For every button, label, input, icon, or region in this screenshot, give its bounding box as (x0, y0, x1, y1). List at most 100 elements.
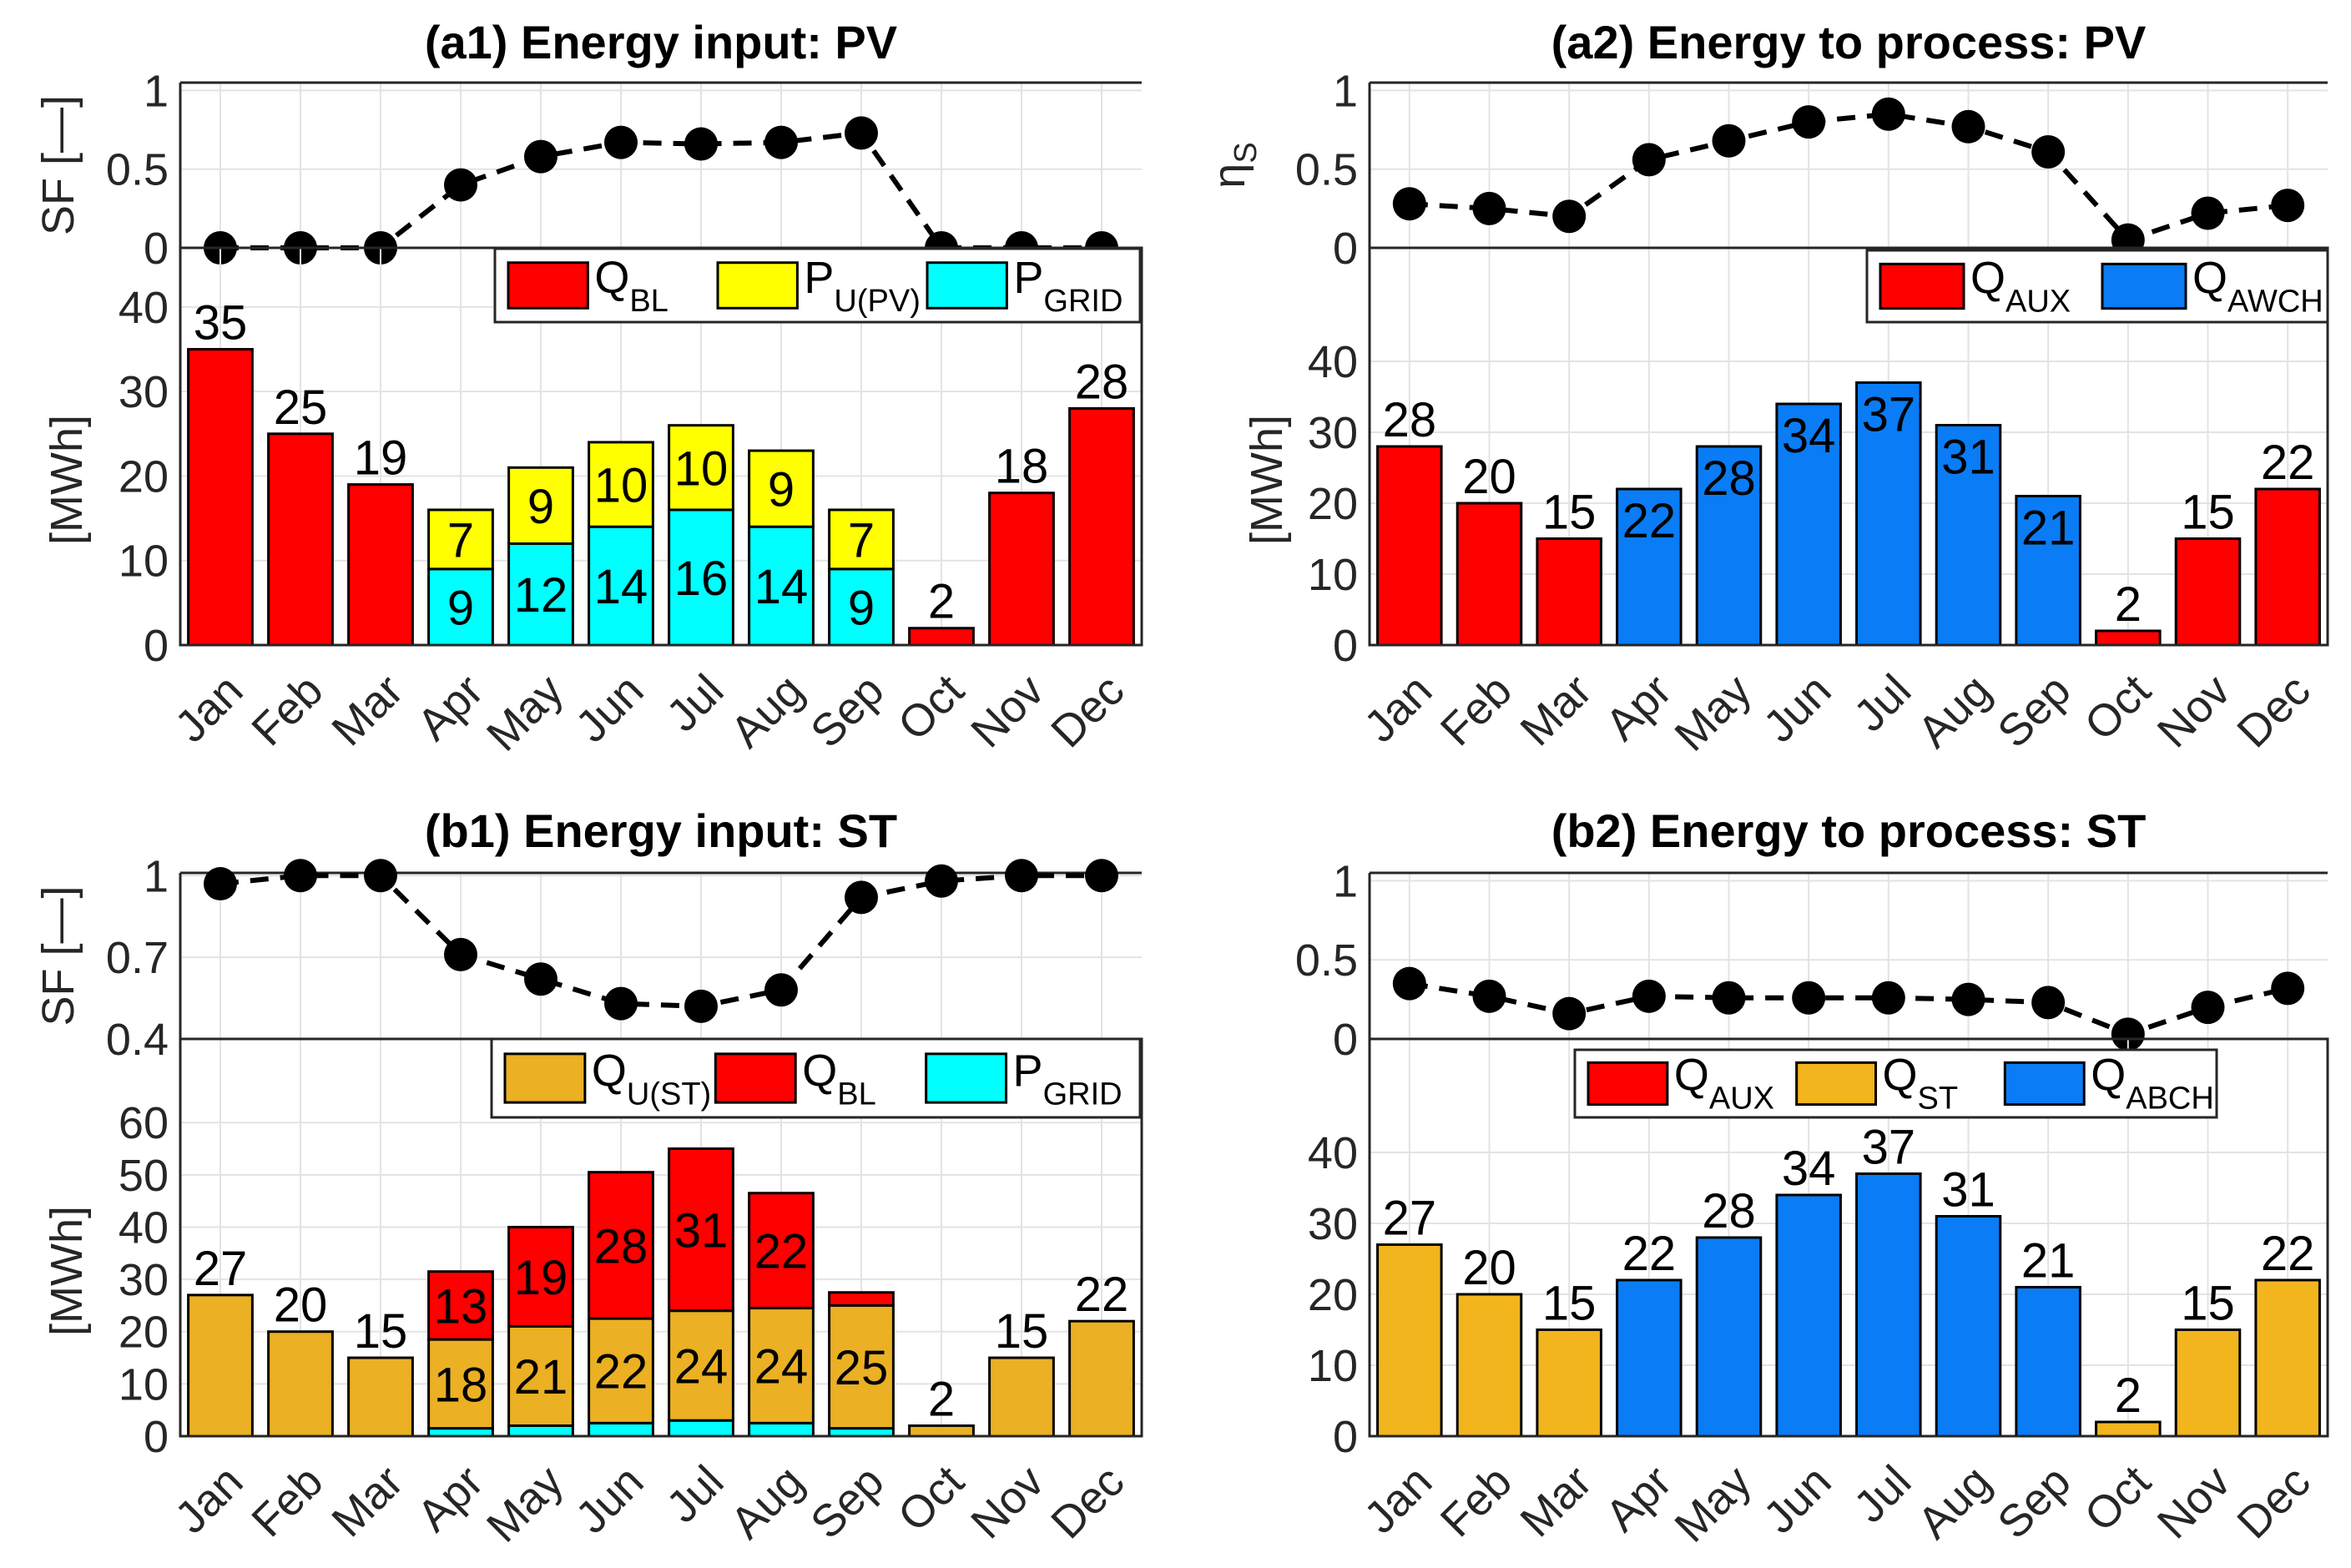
bar-segment (988, 492, 1055, 647)
xtick-label: Jun (1754, 665, 1841, 752)
line-marker (2031, 134, 2066, 169)
bottom-ytick-label: 0 (1333, 1412, 1358, 1462)
line-marker (604, 125, 638, 159)
bar-segment (507, 466, 574, 545)
xtick-label: Jan (165, 1456, 252, 1543)
data-label: 28 (1383, 393, 1437, 447)
legend-swatch (1587, 1061, 1669, 1107)
line-series (1409, 111, 2288, 244)
line-marker (845, 880, 878, 915)
legend-box (1573, 1048, 2218, 1119)
legend-box (1865, 249, 2329, 324)
data-label: 31 (1941, 431, 1995, 485)
xtick-label: Mar (322, 665, 412, 755)
bar-segment (1775, 1193, 1842, 1438)
xtick-label: Mar (1511, 1456, 1601, 1546)
bar-segment (668, 1419, 734, 1438)
bar-segment (1456, 1293, 1523, 1438)
bar-segment (668, 424, 734, 512)
bottom-ytick-label: 0 (1333, 621, 1358, 671)
data-label: 28 (594, 1219, 648, 1273)
bar-segment (427, 567, 494, 647)
bottom-axes-border (1368, 1037, 2329, 1438)
bar-segment (2015, 495, 2081, 647)
bar-segment (1935, 424, 2002, 647)
bar-segment (267, 432, 334, 647)
data-label: 9 (447, 581, 474, 635)
bar-segment (1855, 381, 1922, 647)
bottom-ytick-label: 10 (119, 1359, 169, 1409)
bar-segment (828, 1303, 895, 1430)
data-label: 20 (1462, 1241, 1516, 1295)
bottom-ytick-label: 40 (1308, 1128, 1358, 1178)
bar-segment (1616, 487, 1683, 647)
xtick-label: Sep (1988, 1456, 2080, 1548)
bottom-ytick-label: 10 (119, 537, 169, 587)
data-label: 7 (848, 513, 875, 567)
xtick-label: Jan (1355, 665, 1441, 752)
legend-box (493, 247, 1142, 324)
line-marker (2271, 189, 2305, 223)
top-ytick-label: 0.4 (106, 1015, 169, 1065)
bar-segment (427, 1270, 494, 1341)
xtick-label: Jun (1754, 1456, 1841, 1543)
legend-swatch (2101, 262, 2187, 310)
top-ytick-label: 0 (1333, 224, 1358, 274)
bar-segment (588, 441, 654, 528)
bottom-ylabel: [MWh] (42, 1206, 92, 1336)
data-label: 35 (194, 296, 248, 350)
line-marker (2271, 971, 2305, 1006)
bar-segment (1775, 402, 1842, 647)
legend-label-sub: U(PV) (834, 284, 920, 319)
legend-swatch (2003, 1061, 2086, 1107)
data-label: 15 (2181, 1277, 2235, 1331)
xtick-label: Aug (1909, 1456, 2000, 1548)
line-marker (1472, 979, 1506, 1013)
xtick-label: Sep (801, 665, 893, 757)
data-label: 22 (1622, 494, 1677, 548)
bar-segment (1616, 1278, 1683, 1438)
bar-segment (1695, 1236, 1763, 1438)
bar-segment (588, 525, 654, 647)
xtick-label: Oct (2075, 665, 2160, 750)
data-label: 14 (754, 560, 809, 614)
legend: QU(ST) QBL PGRID (490, 1037, 1142, 1119)
data-label: 27 (194, 1242, 248, 1296)
legend-swatch (507, 261, 589, 310)
xtick-label: Dec (2227, 665, 2319, 757)
bar-segment (187, 1293, 254, 1438)
legend-label-sub: AWCH (2227, 285, 2323, 320)
xtick-label: Oct (2075, 1456, 2160, 1541)
line-marker (2191, 991, 2225, 1025)
bottom-ytick-label: 30 (1308, 1199, 1358, 1249)
bar-segment (748, 449, 815, 528)
data-label: 21 (2021, 502, 2076, 556)
xtick-label: Apr (1596, 1456, 1681, 1541)
line-marker (1712, 981, 1746, 1015)
data-label: 22 (2261, 436, 2315, 490)
data-label: 13 (434, 1279, 488, 1334)
xtick-label: Dec (2227, 1456, 2319, 1548)
line-marker (1392, 187, 1426, 221)
xtick-label: Oct (889, 1456, 974, 1541)
top-ytick-label: 1 (144, 851, 169, 901)
line-marker (1871, 981, 1905, 1015)
legend-label-sub: AUX (1709, 1081, 1774, 1117)
bottom-ytick-label: 20 (119, 451, 169, 502)
data-label: 10 (594, 459, 648, 513)
xtick-label: Nov (961, 1456, 1053, 1548)
data-label: 24 (674, 1339, 729, 1394)
bottom-axes-border (1368, 246, 2329, 647)
data-label: 18 (434, 1358, 488, 1412)
data-label: 20 (274, 1278, 328, 1333)
bar-segment (1536, 1329, 1602, 1438)
bar-segment (2174, 537, 2242, 647)
data-label: 2 (928, 1372, 955, 1426)
legend: QAUX QST QABCH (1573, 1048, 2218, 1119)
xtick-label: Feb (1431, 1456, 1521, 1546)
bar-segment (828, 508, 895, 571)
data-label: 31 (674, 1204, 729, 1258)
legend-swatch (503, 1052, 587, 1104)
line-marker (1792, 105, 1826, 139)
